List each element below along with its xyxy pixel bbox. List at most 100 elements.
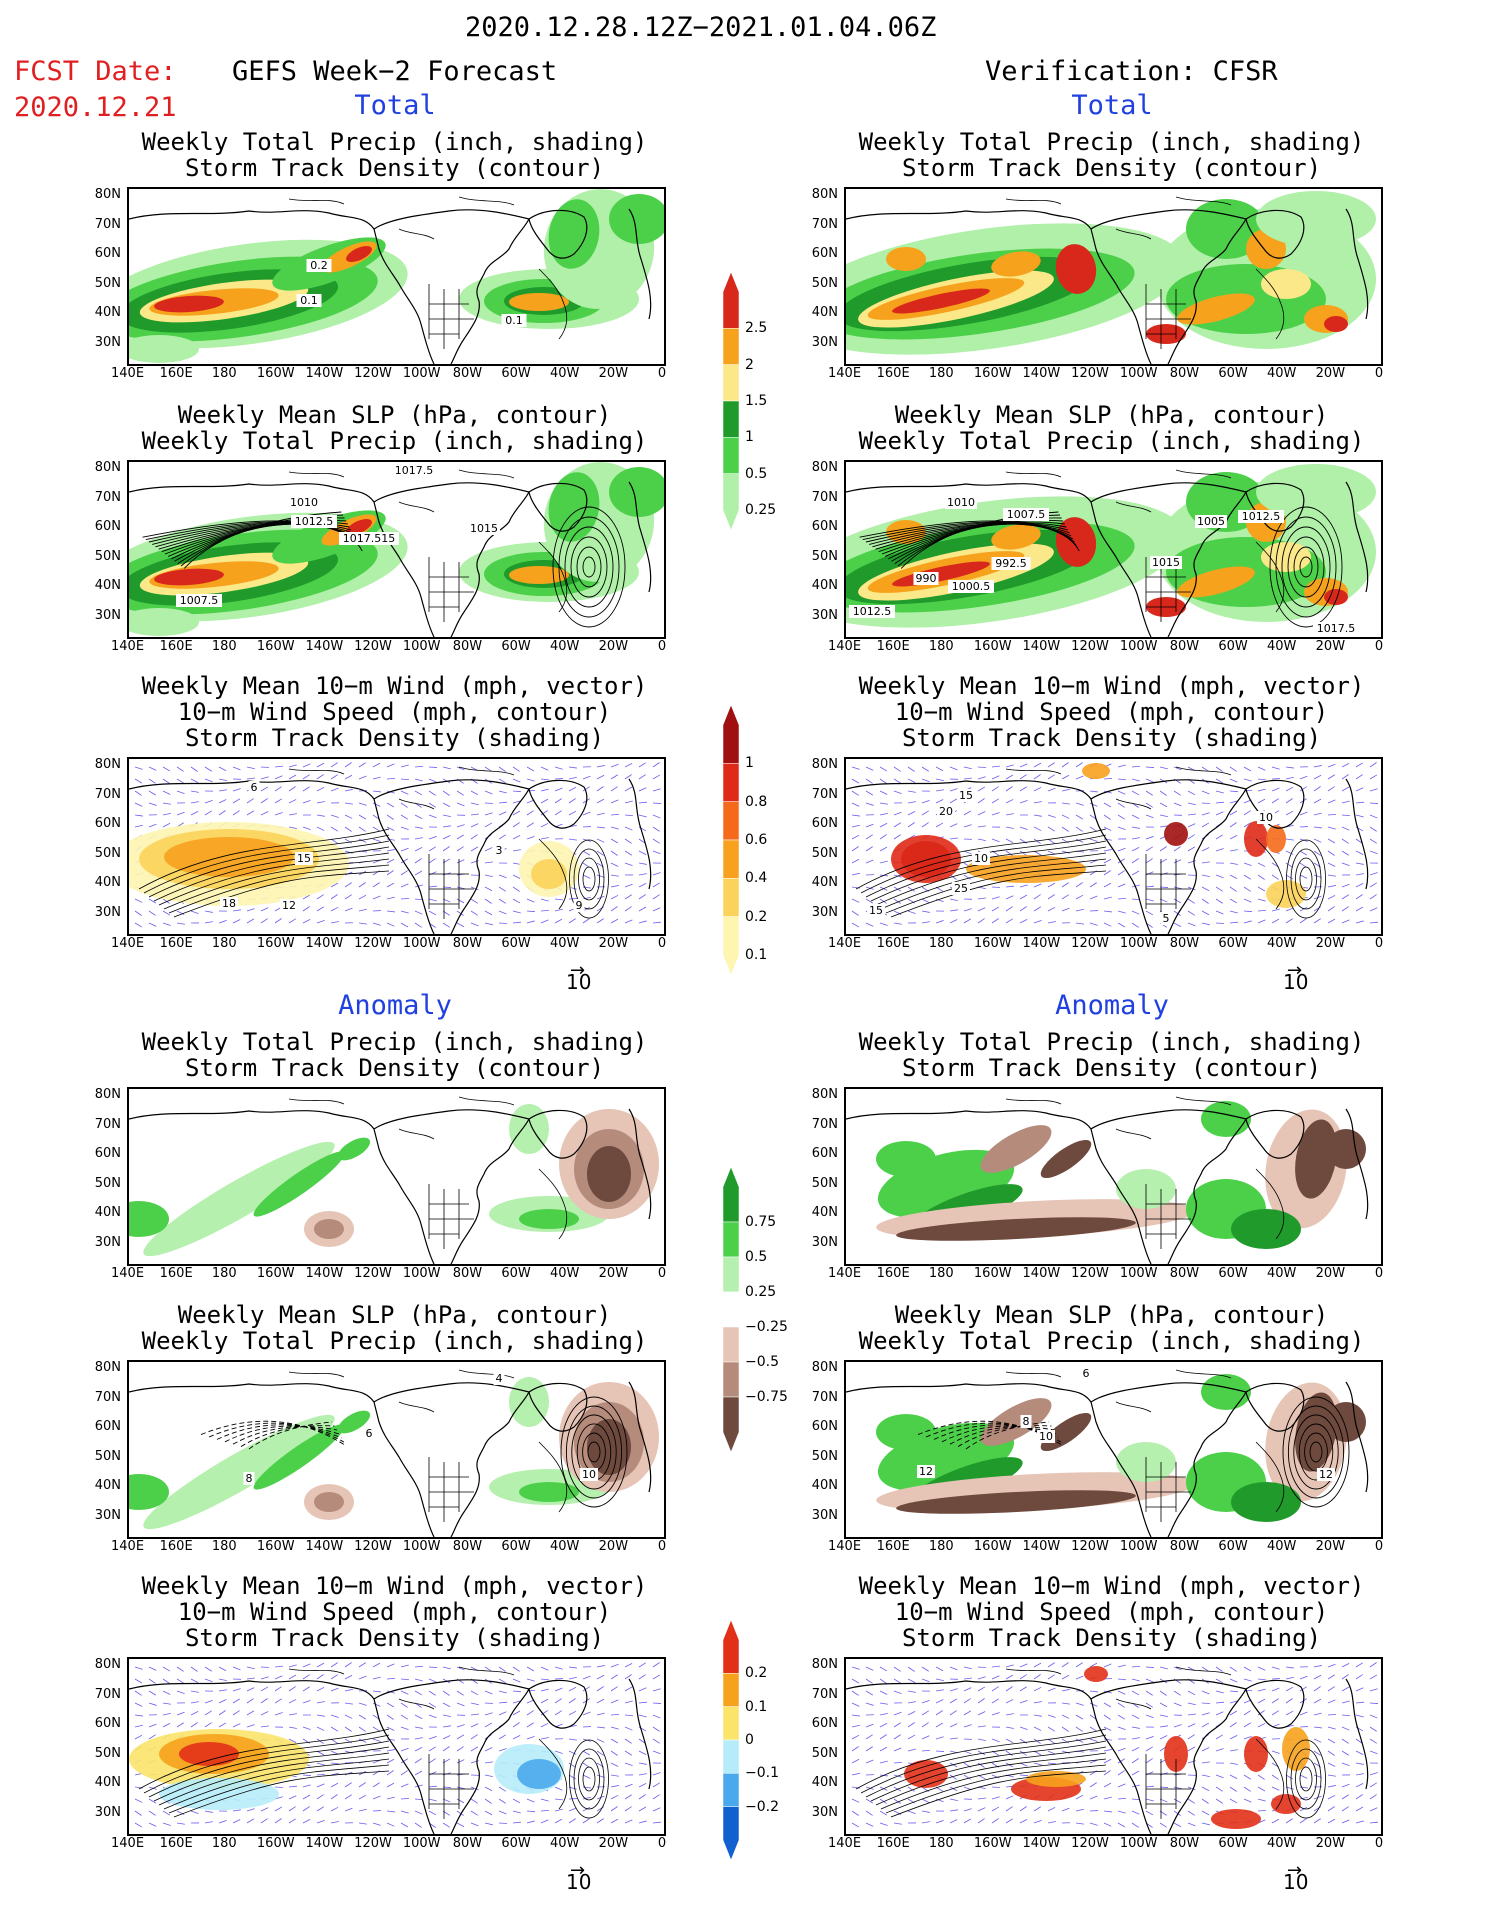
lat-tick-label: 70N (94, 216, 121, 232)
svg-text:1012.5: 1012.5 (853, 605, 892, 618)
lat-tick-label: 80N (811, 757, 838, 772)
panel-title-line: Weekly Mean SLP (hPa, contour) (177, 1301, 612, 1329)
lat-tick-label: 30N (811, 1234, 838, 1250)
lon-tick-label: 20W (598, 366, 629, 381)
lon-tick-label: 40W (1267, 1539, 1297, 1554)
colorbar-segment (722, 1396, 740, 1453)
lat-tick-label: 60N (811, 1146, 838, 1161)
colorbar-label: 0.4 (745, 870, 768, 887)
lon-tick-label: 140E (828, 639, 862, 654)
lon-tick-label: 60W (501, 1539, 531, 1554)
lon-tick-label: 140E (111, 1539, 145, 1554)
lat-tick-label: 40N (811, 1478, 838, 1493)
svg-text:1007.5: 1007.5 (180, 594, 219, 607)
lat-tick-label: 70N (811, 1389, 838, 1405)
lon-tick-label: 100W (402, 1836, 441, 1851)
lat-tick-label: 80N (94, 187, 121, 202)
lon-tick-label: 80W (1169, 1836, 1200, 1851)
lon-tick-label: 20W (1315, 1836, 1346, 1851)
lon-tick-label: 160W (256, 639, 295, 654)
panel-title-line: Weekly Total Precip (inch, shading) (858, 1028, 1365, 1056)
lat-tick-label: 30N (811, 1507, 838, 1523)
contour-label: 5 (1160, 912, 1172, 925)
panel-title-line: Storm Track Density (shading) (184, 1624, 605, 1652)
lon-tick-label: 140E (111, 1266, 145, 1281)
map-panel-gefs-0: 0.2 0.1 0.1 (127, 187, 666, 366)
lon-tick-label: 60W (1218, 936, 1248, 951)
lon-tick-label: 20W (1315, 639, 1346, 654)
panel-title-line: 10−m Wind Speed (mph, contour) (177, 1598, 612, 1626)
vector-reference-label: 10 (1283, 970, 1309, 994)
colorbar-segment (722, 704, 740, 764)
lon-tick-label: 160W (973, 366, 1012, 381)
contour-label: 15 (957, 789, 975, 802)
lon-tick-label: 120W (1071, 936, 1109, 951)
contour-label: 0.1 (296, 294, 322, 307)
lon-tick-label: 100W (1119, 936, 1158, 951)
lon-tick-label: 160W (256, 936, 295, 951)
lon-tick-label: 0 (657, 1266, 667, 1281)
lon-tick-label: 40W (1267, 1266, 1297, 1281)
lon-tick-label: 60W (501, 1266, 531, 1281)
svg-text:20: 20 (939, 805, 953, 818)
lat-tick-label: 30N (94, 334, 121, 350)
lat-tick-label: 50N (811, 1175, 838, 1191)
lat-tick-label: 60N (811, 1419, 838, 1434)
colorbar-segment (722, 1619, 740, 1674)
lon-tick-label: 0 (1374, 639, 1384, 654)
contour-label: 3 (493, 844, 505, 857)
lat-tick-label: 80N (811, 460, 838, 475)
map-canvas: 20 15 10 25 10 15 5 (846, 762, 1379, 934)
colorbar-label: 0.5 (745, 1249, 768, 1265)
lon-tick-label: 140E (111, 936, 145, 951)
section-anomaly-label: Anomaly (338, 990, 452, 1021)
lat-tick-label: 30N (811, 607, 838, 623)
colorbar-label: 0 (745, 1732, 754, 1748)
lon-tick-label: 20W (598, 1836, 629, 1851)
svg-text:6: 6 (251, 781, 258, 794)
colorbar-label: 1 (745, 755, 754, 772)
lon-tick-label: 20W (1315, 936, 1346, 951)
lon-tick-label: 120W (354, 366, 392, 381)
lon-tick-label: 100W (1119, 639, 1158, 654)
lon-tick-label: 100W (1119, 1836, 1158, 1851)
panel-title-line: 10−m Wind Speed (mph, contour) (894, 1598, 1329, 1626)
svg-text:1010: 1010 (290, 496, 318, 509)
contour-label: 8 (1020, 1415, 1032, 1428)
lon-tick-label: 0 (1374, 1836, 1384, 1851)
contour-label: 1007.5 (1003, 508, 1049, 521)
colorbar-label: −0.1 (745, 1765, 779, 1782)
lon-tick-label: 40W (1267, 1836, 1297, 1851)
lon-tick-label: 80W (452, 639, 483, 654)
lat-tick-label: 60N (811, 816, 838, 831)
lon-tick-label: 140E (828, 936, 862, 951)
lat-tick-label: 40N (94, 1205, 121, 1220)
colorbar-segment (722, 437, 740, 474)
lon-tick-label: 160E (876, 1266, 910, 1281)
contour-label: 15 (867, 904, 885, 917)
svg-text:990: 990 (916, 572, 937, 585)
contour-label: 0.1 (501, 314, 527, 327)
colorbar-label: 0.2 (745, 908, 768, 925)
lat-tick-label: 80N (94, 757, 121, 772)
lon-tick-label: 160E (159, 1266, 193, 1281)
svg-text:9: 9 (576, 899, 583, 912)
vector-reference-arrow: → (1287, 960, 1303, 981)
lon-tick-label: 40W (1267, 639, 1297, 654)
lat-tick-label: 80N (94, 1657, 121, 1672)
lat-tick-label: 40N (811, 1205, 838, 1220)
map-panel-gefs-5 (127, 1657, 666, 1836)
lat-tick-label: 80N (94, 1360, 121, 1375)
lon-tick-label: 100W (402, 366, 441, 381)
lon-tick-label: 100W (402, 1539, 441, 1554)
panel-title-line: Weekly Mean SLP (hPa, contour) (894, 1301, 1329, 1329)
colorbar-label: −0.5 (745, 1354, 779, 1370)
map-canvas (129, 1096, 659, 1264)
lon-tick-label: 140W (1022, 1836, 1061, 1851)
contour-label: 1015 (1150, 556, 1182, 569)
lon-tick-label: 180 (211, 1836, 237, 1851)
lon-tick-label: 140W (1022, 936, 1061, 951)
lat-tick-label: 80N (811, 187, 838, 202)
lat-tick-label: 60N (94, 246, 121, 261)
panel-title-line: Weekly Mean SLP (hPa, contour) (894, 401, 1329, 429)
